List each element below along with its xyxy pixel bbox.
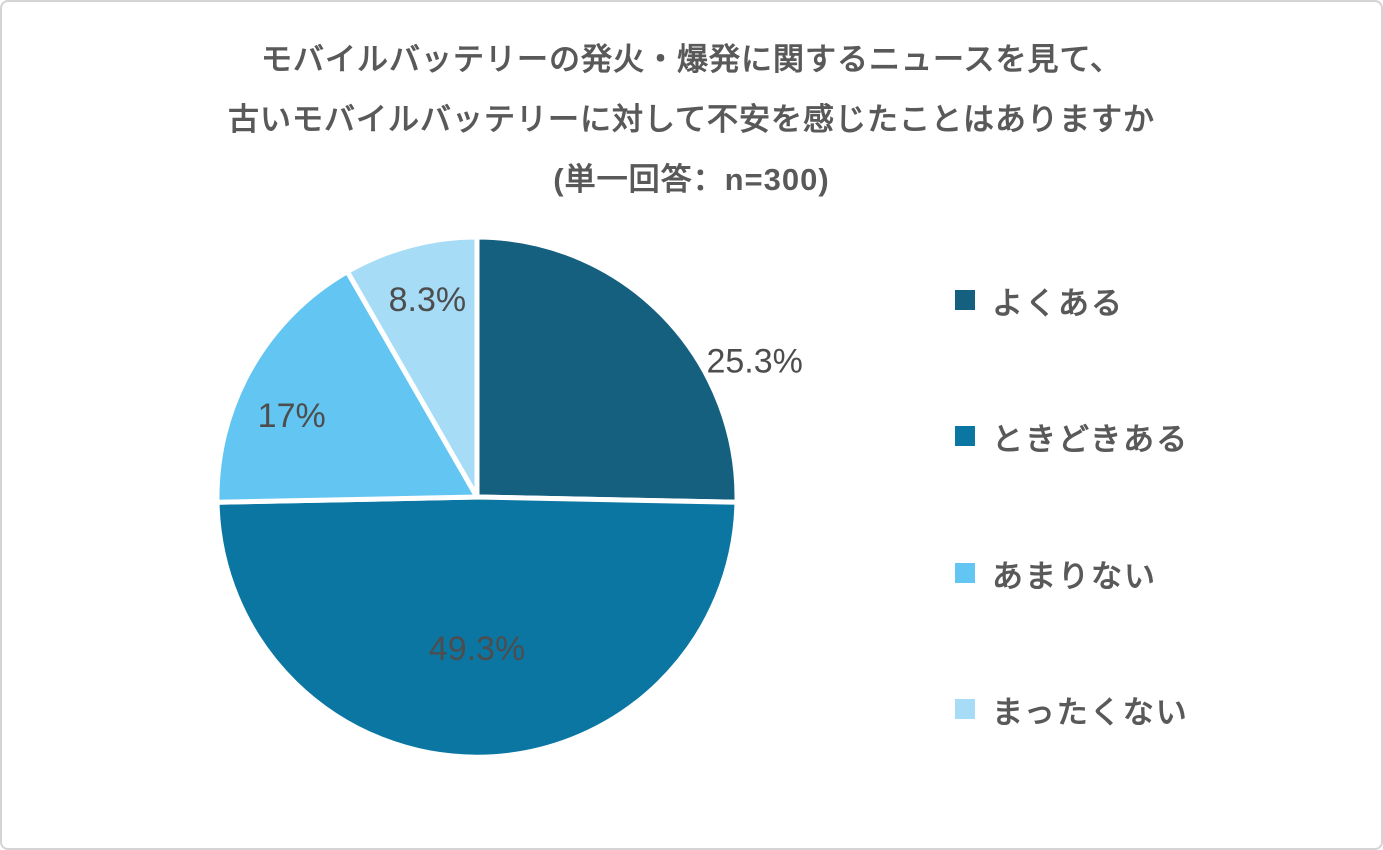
pie-slice-value-label-3: 17% xyxy=(258,397,326,435)
chart-title: モバイルバッテリーの発火・爆発に関するニュースを見て、 古いモバイルバッテリーに… xyxy=(2,30,1381,210)
legend-swatch-icon xyxy=(955,699,975,719)
legend-item-2: ときどきある xyxy=(955,419,1189,457)
pie-slice-value-label-1: 25.3% xyxy=(706,343,802,381)
pie-slice-2 xyxy=(214,494,740,760)
legend-swatch-icon xyxy=(955,563,975,583)
legend-item-3: あまりない xyxy=(955,556,1157,594)
legend-label: よくある xyxy=(992,285,1124,321)
chart-title-line-3: (単一回答：n=300) xyxy=(553,162,830,197)
pie-slice-1 xyxy=(474,234,740,505)
pie-slice-4 xyxy=(344,234,480,500)
chart-title-line-2: 古いモバイルバッテリーに対して不安を感じたことはありますか xyxy=(227,102,1156,137)
chart-title-line-1: モバイルバッテリーの発火・爆発に関するニュースを見て、 xyxy=(261,42,1122,77)
legend-swatch-icon xyxy=(955,290,975,310)
legend-item-4: まったくない xyxy=(955,692,1189,730)
legend-label: まったくない xyxy=(992,694,1189,730)
legend-item-1: よくある xyxy=(955,283,1124,321)
legend-swatch-icon xyxy=(955,426,975,446)
pie-slice-value-label-2: 49.3% xyxy=(429,630,525,668)
legend: よくあるときどきある あまりないまったくない xyxy=(955,2,1375,848)
pie-slice-value-label-4: 8.3% xyxy=(389,281,467,319)
pie-slice-3 xyxy=(214,269,480,505)
legend-label: あまりない xyxy=(992,558,1157,594)
legend-label: ときどきある xyxy=(992,421,1190,457)
